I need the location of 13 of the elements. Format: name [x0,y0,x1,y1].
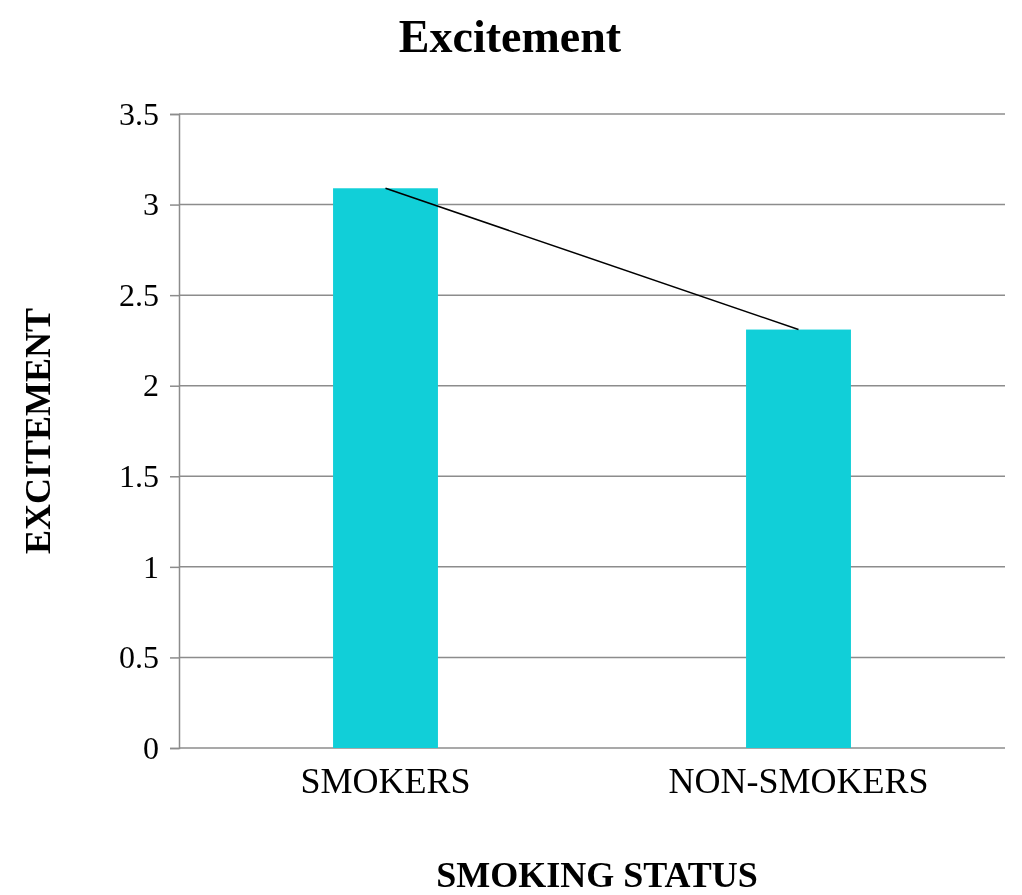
y-tick-label: 0 [143,729,159,766]
y-tick-label: 1 [143,548,159,585]
y-tick-label: 2 [143,367,159,404]
y-tick-label: 3 [143,186,159,223]
y-tick-label: 0.5 [119,639,159,676]
y-tick-label: 3.5 [119,95,159,132]
x-tick-label: NON-SMOKERS [668,761,929,801]
chart-title: Excitement [398,11,622,62]
y-axis-title: EXCITEMENT [18,307,58,555]
y-tick-label: 2.5 [119,276,159,313]
x-tick-label: SMOKERS [300,761,471,801]
x-axis-title: SMOKING STATUS [436,855,758,895]
y-tick-label: 1.5 [119,458,159,495]
